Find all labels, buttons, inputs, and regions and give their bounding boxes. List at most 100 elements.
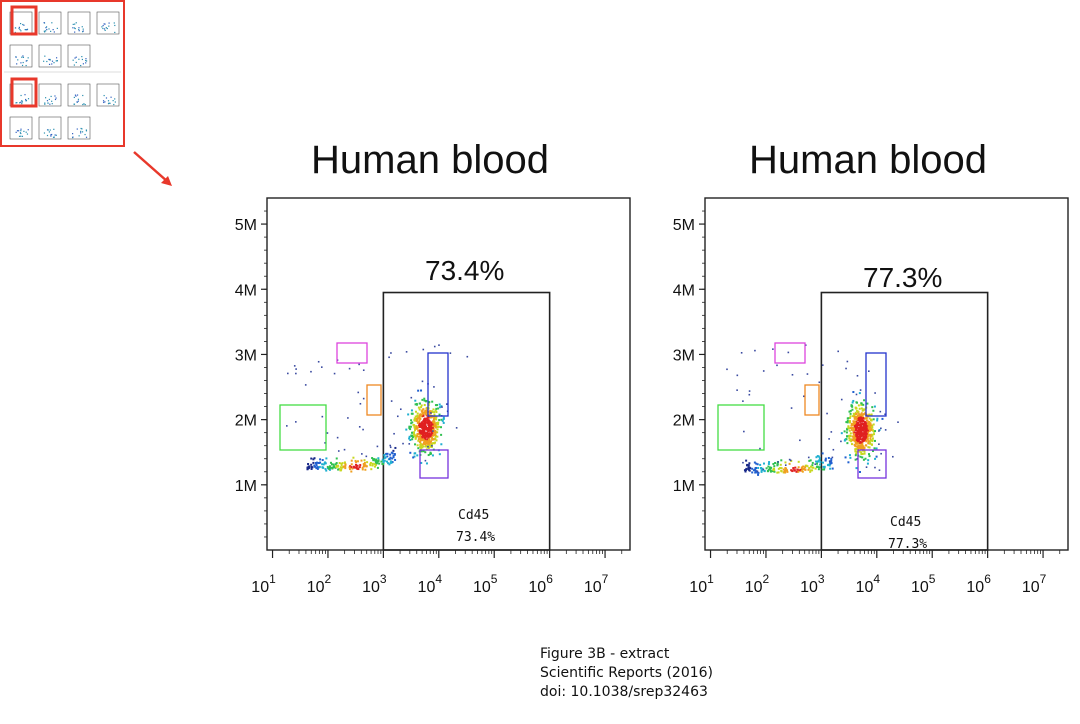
event-dot bbox=[864, 434, 866, 436]
event-dot bbox=[352, 457, 354, 459]
event-dot bbox=[424, 451, 426, 453]
event-dot bbox=[408, 438, 410, 440]
event-dot bbox=[310, 371, 312, 373]
event-dot bbox=[410, 397, 412, 399]
event-dot bbox=[422, 428, 424, 430]
event-dot bbox=[390, 352, 392, 354]
event-dot bbox=[388, 356, 390, 358]
pointer-arrow-icon bbox=[128, 148, 178, 190]
thumbnail-dot bbox=[44, 132, 45, 133]
event-dot bbox=[850, 405, 852, 407]
event-dot bbox=[432, 408, 434, 410]
event-dot bbox=[748, 464, 750, 466]
thumbnail-dot bbox=[19, 27, 20, 28]
event-dot bbox=[768, 461, 770, 463]
event-dot bbox=[377, 467, 379, 469]
event-dot bbox=[331, 468, 333, 470]
event-dot bbox=[389, 445, 391, 447]
x-tick-label: 106 bbox=[966, 572, 991, 596]
event-dot bbox=[874, 430, 876, 432]
event-dot bbox=[419, 446, 421, 448]
event-dot bbox=[414, 417, 416, 419]
event-dot bbox=[874, 392, 876, 394]
event-dot bbox=[794, 467, 796, 469]
event-dot bbox=[858, 432, 860, 434]
event-dot bbox=[784, 470, 786, 472]
thumbnail-dot bbox=[52, 103, 53, 104]
event-dot bbox=[414, 443, 416, 445]
event-dot bbox=[745, 471, 747, 473]
event-dot bbox=[374, 463, 376, 465]
event-dot bbox=[845, 368, 847, 370]
y-tick-label: 5M bbox=[235, 217, 257, 234]
event-dot bbox=[428, 438, 430, 440]
event-dot bbox=[390, 462, 392, 464]
event-dot bbox=[427, 446, 429, 448]
event-dot bbox=[850, 415, 852, 417]
x-tick-label: 107 bbox=[584, 572, 609, 596]
gate-value: 73.4% bbox=[456, 530, 495, 545]
y-tick-label: 5M bbox=[673, 217, 695, 234]
event-dot bbox=[818, 468, 820, 470]
thumbnail-dot bbox=[47, 102, 48, 103]
event-dot bbox=[440, 443, 442, 445]
thumbnail-dot bbox=[108, 26, 109, 27]
event-dot bbox=[357, 465, 359, 467]
thumbnail-dot bbox=[48, 59, 49, 60]
thumbnail-dot bbox=[50, 129, 51, 130]
event-dot bbox=[422, 349, 424, 351]
sub-gate-box bbox=[420, 450, 448, 478]
event-dot bbox=[441, 406, 443, 408]
x-tick-label: 101 bbox=[689, 572, 714, 596]
event-dot bbox=[432, 454, 434, 456]
thumbnail-dot bbox=[44, 104, 45, 105]
event-dot bbox=[349, 368, 351, 370]
thumbnail-dot bbox=[83, 103, 84, 104]
event-dot bbox=[435, 411, 437, 413]
event-dot bbox=[861, 456, 863, 458]
event-dot bbox=[846, 431, 848, 433]
thumbnail-dot bbox=[81, 128, 82, 129]
event-dot bbox=[822, 462, 824, 464]
event-dot bbox=[337, 437, 339, 439]
event-dot bbox=[811, 467, 813, 469]
event-dot bbox=[359, 426, 361, 428]
thumbnail-dot bbox=[55, 134, 56, 135]
thumbnail-panel bbox=[68, 84, 90, 106]
event-dot bbox=[295, 421, 297, 423]
event-dot bbox=[383, 460, 385, 462]
event-dot bbox=[336, 462, 338, 464]
event-dot bbox=[853, 431, 855, 433]
event-dot bbox=[757, 467, 759, 469]
event-dot bbox=[873, 447, 875, 449]
event-dot bbox=[869, 442, 871, 444]
event-dot bbox=[858, 415, 860, 417]
event-dot bbox=[784, 461, 786, 463]
event-dot bbox=[855, 413, 857, 415]
thumbnail-dot bbox=[115, 101, 116, 102]
event-dot bbox=[431, 401, 433, 403]
event-dot bbox=[763, 469, 765, 471]
thumbnail-dot bbox=[104, 101, 105, 102]
event-dot bbox=[855, 445, 857, 447]
event-dot bbox=[736, 389, 738, 391]
event-dot bbox=[849, 454, 851, 456]
event-dot bbox=[789, 463, 791, 465]
event-dot bbox=[852, 402, 854, 404]
sub-gate-box bbox=[337, 343, 367, 363]
thumbnail-dot bbox=[114, 22, 115, 23]
thumbnail-dot bbox=[103, 102, 104, 103]
thumbnail-dot bbox=[48, 129, 49, 130]
event-dot bbox=[425, 445, 427, 447]
event-dot bbox=[450, 352, 452, 354]
event-dot bbox=[819, 461, 821, 463]
event-dot bbox=[856, 419, 858, 421]
thumbnail-dot bbox=[73, 104, 74, 105]
event-dot bbox=[355, 460, 357, 462]
event-dot bbox=[859, 392, 861, 394]
event-dot bbox=[833, 449, 835, 451]
event-dot bbox=[419, 409, 421, 411]
event-dot bbox=[860, 445, 862, 447]
event-dot bbox=[866, 419, 868, 421]
plot-title: Human blood bbox=[648, 138, 1080, 183]
